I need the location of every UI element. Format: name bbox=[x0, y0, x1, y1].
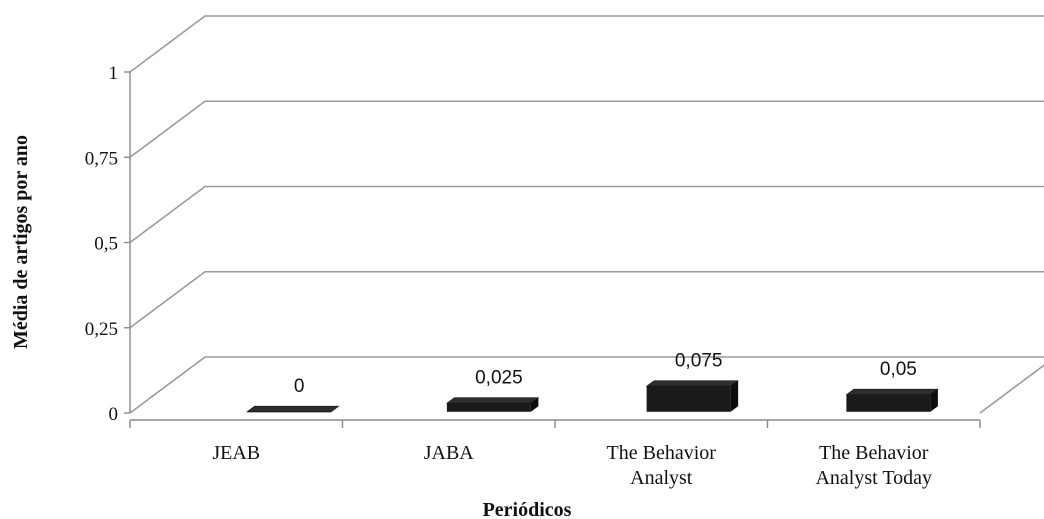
bar-front-face bbox=[846, 394, 931, 412]
gridlines bbox=[129, 15, 1044, 414]
gridline bbox=[129, 270, 1044, 329]
y-tick-label: 0,5 bbox=[94, 234, 118, 255]
x-category-label-line: JABA bbox=[424, 442, 475, 464]
y-axis-title: Média de artigos por ano bbox=[10, 135, 32, 349]
axes: 0 0,25 0,5 0,75 1 bbox=[85, 63, 981, 428]
bar-side-face bbox=[730, 380, 739, 412]
y-tick-label: 0,25 bbox=[85, 319, 118, 340]
x-category-label: The Behavior Analyst bbox=[607, 442, 717, 489]
bar-top-face bbox=[445, 397, 540, 404]
y-tick-label: 0 bbox=[109, 404, 119, 425]
gridline bbox=[129, 100, 1044, 158]
x-category-label-line: Analyst bbox=[630, 467, 693, 489]
x-category-label: JABA bbox=[424, 442, 475, 464]
floor-outline bbox=[129, 356, 1044, 414]
data-label: 0,025 bbox=[475, 368, 523, 389]
bar-top-face bbox=[645, 380, 740, 387]
bar bbox=[246, 405, 340, 413]
y-tick-label: 0,75 bbox=[85, 148, 118, 169]
data-label: 0,075 bbox=[675, 351, 723, 372]
data-label: 0 bbox=[294, 376, 305, 397]
y-tick-label: 1 bbox=[109, 63, 119, 84]
labels: 0 JEAB 0,025 JABA 0,075 The Behavior Analyst 0,… bbox=[212, 351, 932, 489]
x-category-label-line: The Behavior bbox=[819, 442, 929, 464]
data-label: 0,05 bbox=[880, 359, 917, 380]
bars bbox=[246, 380, 939, 413]
gridline bbox=[129, 185, 1044, 244]
bar-top-face bbox=[845, 388, 939, 396]
bar-side-face bbox=[930, 389, 938, 412]
bar-front-face bbox=[446, 403, 531, 412]
x-category-label-line: The Behavior bbox=[607, 442, 717, 464]
gridline bbox=[129, 15, 1044, 73]
x-category-label-line: Analyst Today bbox=[815, 467, 932, 489]
bar bbox=[845, 388, 939, 412]
bar-top-face bbox=[246, 405, 340, 413]
bar-front-face bbox=[646, 386, 731, 412]
bar-side-face bbox=[530, 397, 539, 412]
bar bbox=[445, 397, 540, 412]
bar bbox=[645, 380, 740, 412]
x-category-label: JEAB bbox=[212, 442, 260, 464]
x-axis-title: Periódicos bbox=[483, 499, 572, 519]
x-category-label-line: JEAB bbox=[212, 442, 260, 464]
x-category-label: The Behavior Analyst Today bbox=[815, 442, 932, 489]
